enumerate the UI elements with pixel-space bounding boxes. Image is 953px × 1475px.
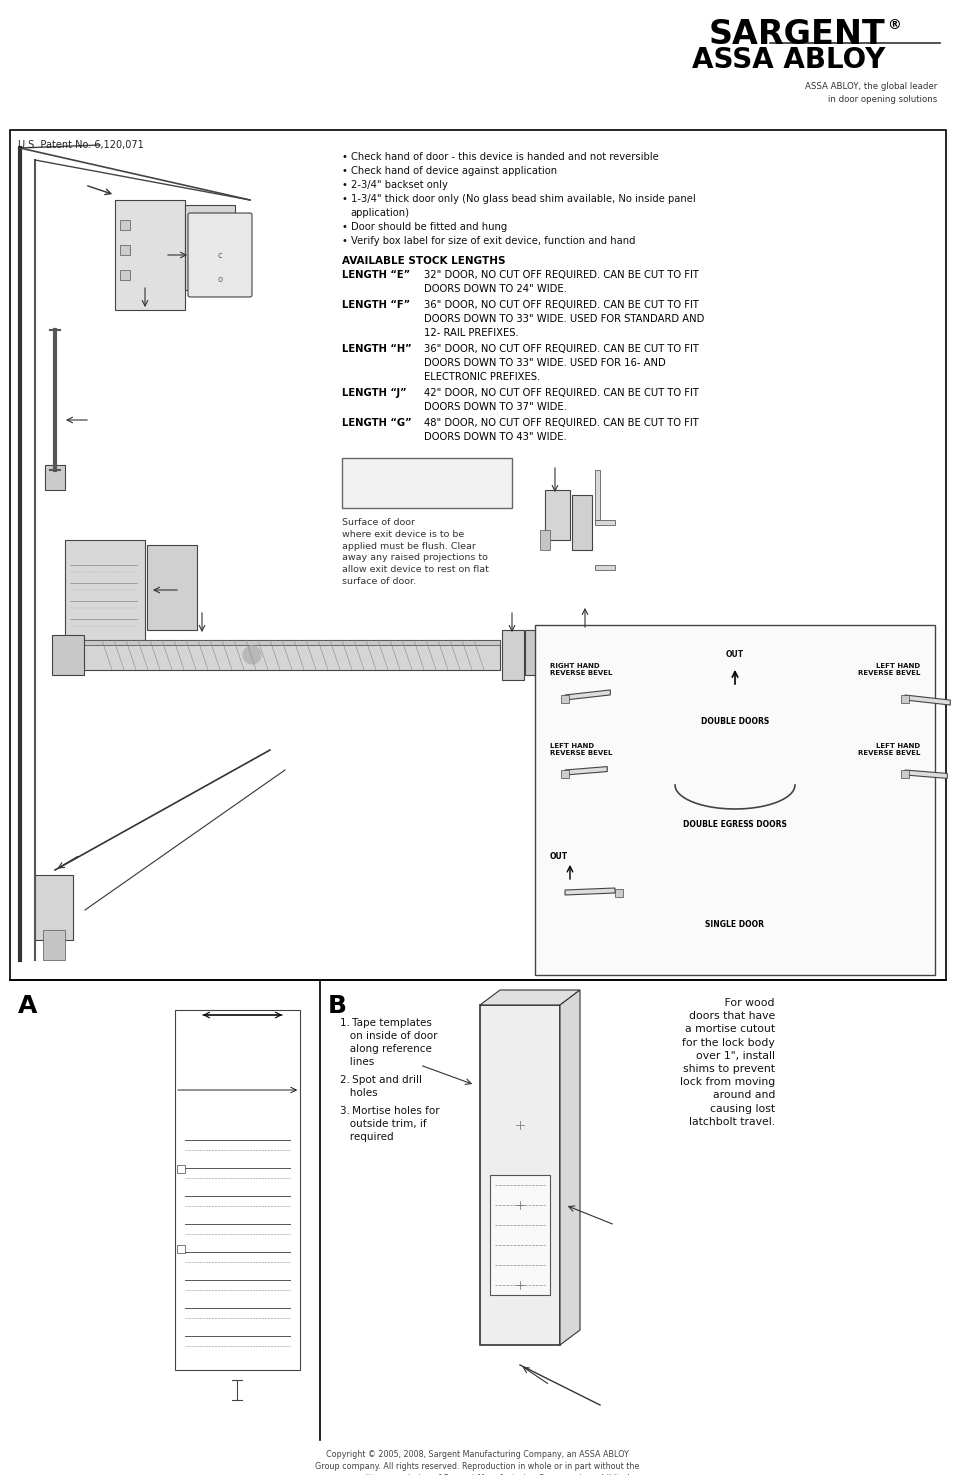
Text: SARGENT: SARGENT xyxy=(708,18,884,52)
Bar xyxy=(177,1165,185,1173)
Bar xyxy=(595,471,599,521)
Text: LEFT HAND
REVERSE BEVEL: LEFT HAND REVERSE BEVEL xyxy=(857,743,919,757)
Bar xyxy=(501,630,523,680)
Text: • 2-3/4" backset only: • 2-3/4" backset only xyxy=(341,180,447,190)
Text: A: A xyxy=(18,994,37,1018)
Text: DOUBLE DOORS: DOUBLE DOORS xyxy=(700,717,768,726)
Bar xyxy=(595,565,615,569)
Bar xyxy=(10,130,945,979)
Text: 36" DOOR, NO CUT OFF REQUIRED. CAN BE CUT TO FIT: 36" DOOR, NO CUT OFF REQUIRED. CAN BE CU… xyxy=(423,299,699,310)
Text: Surface of door
where exit device is to be
applied must be flush. Clear
away any: Surface of door where exit device is to … xyxy=(341,518,488,586)
Text: 3. Mortise holes for: 3. Mortise holes for xyxy=(339,1106,439,1117)
Text: ASSA ABLOY, the global leader
in door opening solutions: ASSA ABLOY, the global leader in door op… xyxy=(804,83,936,103)
Bar xyxy=(560,695,568,704)
Text: ASSA ABLOY: ASSA ABLOY xyxy=(691,46,884,74)
Text: ®: ® xyxy=(886,18,900,32)
Text: lines: lines xyxy=(339,1058,374,1066)
Text: outside trim, if: outside trim, if xyxy=(339,1120,426,1128)
Bar xyxy=(572,496,592,550)
Bar xyxy=(185,205,234,291)
Bar xyxy=(120,245,130,255)
Bar xyxy=(82,640,499,670)
Bar xyxy=(147,544,196,630)
Text: • Check hand of door - this device is handed and not reversible: • Check hand of door - this device is ha… xyxy=(341,152,659,162)
Text: DOUBLE EGRESS DOORS: DOUBLE EGRESS DOORS xyxy=(682,820,786,829)
Bar xyxy=(615,889,622,897)
Text: 36" DOOR, NO CUT OFF REQUIRED. CAN BE CUT TO FIT: 36" DOOR, NO CUT OFF REQUIRED. CAN BE CU… xyxy=(423,344,699,354)
Text: LENGTH “F”: LENGTH “F” xyxy=(341,299,410,310)
Text: 32" DOOR, NO CUT OFF REQUIRED. CAN BE CUT TO FIT: 32" DOOR, NO CUT OFF REQUIRED. CAN BE CU… xyxy=(423,270,699,280)
Polygon shape xyxy=(904,695,949,705)
Text: B: B xyxy=(328,994,347,1018)
Text: o: o xyxy=(217,276,222,285)
Text: • Verify box label for size of exit device, function and hand: • Verify box label for size of exit devi… xyxy=(341,236,635,246)
Bar xyxy=(544,490,569,540)
Polygon shape xyxy=(564,690,610,701)
Bar xyxy=(43,931,65,960)
Polygon shape xyxy=(904,770,946,779)
Text: LEFT HAND
REVERSE BEVEL: LEFT HAND REVERSE BEVEL xyxy=(550,743,612,757)
Text: DOORS DOWN TO 33" WIDE. USED FOR 16- AND: DOORS DOWN TO 33" WIDE. USED FOR 16- AND xyxy=(423,358,665,367)
Text: 2. Spot and drill: 2. Spot and drill xyxy=(339,1075,421,1086)
Bar xyxy=(52,636,84,676)
Text: on inside of door: on inside of door xyxy=(339,1031,437,1041)
Bar xyxy=(65,540,145,659)
Text: SINGLE DOOR: SINGLE DOOR xyxy=(705,920,763,929)
Text: • Check hand of device against application: • Check hand of device against applicati… xyxy=(341,167,557,176)
Bar xyxy=(341,459,512,507)
Text: LENGTH “E”: LENGTH “E” xyxy=(341,270,410,280)
Text: LEFT HAND
REVERSE BEVEL: LEFT HAND REVERSE BEVEL xyxy=(857,662,919,676)
Circle shape xyxy=(243,646,261,664)
Text: required: required xyxy=(339,1131,394,1142)
Polygon shape xyxy=(564,888,615,895)
Text: c: c xyxy=(217,251,222,260)
Text: 1. Tape templates: 1. Tape templates xyxy=(339,1018,432,1028)
Polygon shape xyxy=(564,767,607,774)
Bar xyxy=(900,695,908,704)
Text: AVAILABLE STOCK LENGTHS: AVAILABLE STOCK LENGTHS xyxy=(341,257,505,266)
Bar xyxy=(524,630,540,676)
Text: along reference: along reference xyxy=(339,1044,432,1055)
Text: DOORS DOWN TO 37" WIDE.: DOORS DOWN TO 37" WIDE. xyxy=(423,403,566,412)
Polygon shape xyxy=(559,990,579,1345)
Text: RIGHT HAND
REVERSE BEVEL: RIGHT HAND REVERSE BEVEL xyxy=(550,662,612,676)
Bar xyxy=(535,625,934,975)
Bar xyxy=(900,770,908,777)
Polygon shape xyxy=(479,990,579,1004)
FancyBboxPatch shape xyxy=(188,212,252,296)
Text: 12- RAIL PREFIXES.: 12- RAIL PREFIXES. xyxy=(423,327,518,338)
Text: OUT: OUT xyxy=(550,853,568,861)
Text: OUT: OUT xyxy=(725,650,743,659)
Text: U.S. Patent No. 6,120,071: U.S. Patent No. 6,120,071 xyxy=(18,140,144,150)
Text: • 1-3/4" thick door only (No glass bead shim available, No inside panel: • 1-3/4" thick door only (No glass bead … xyxy=(341,195,695,204)
Bar xyxy=(120,220,130,230)
Bar xyxy=(115,201,185,310)
Bar xyxy=(560,770,568,777)
Text: LENGTH “J”: LENGTH “J” xyxy=(341,388,406,398)
Text: ELECTRONIC PREFIXES.: ELECTRONIC PREFIXES. xyxy=(423,372,539,382)
Bar xyxy=(479,1004,559,1345)
Bar xyxy=(35,875,73,940)
Text: For wood
doors that have
a mortise cutout
for the lock body
over 1", install
shi: For wood doors that have a mortise cutou… xyxy=(679,999,774,1127)
Text: 48" DOOR, NO CUT OFF REQUIRED. CAN BE CUT TO FIT: 48" DOOR, NO CUT OFF REQUIRED. CAN BE CU… xyxy=(423,417,698,428)
Text: DOORS DOWN TO 33" WIDE. USED FOR STANDARD AND: DOORS DOWN TO 33" WIDE. USED FOR STANDAR… xyxy=(423,314,703,324)
Text: LENGTH “H”: LENGTH “H” xyxy=(341,344,411,354)
Text: holes: holes xyxy=(339,1089,377,1097)
Bar xyxy=(120,270,130,280)
Bar xyxy=(174,1010,299,1370)
Text: DOORS DOWN TO 24" WIDE.: DOORS DOWN TO 24" WIDE. xyxy=(423,285,566,294)
Bar xyxy=(539,530,550,550)
Text: Copyright © 2005, 2008, Sargent Manufacturing Company, an ASSA ABLOY
Group compa: Copyright © 2005, 2008, Sargent Manufact… xyxy=(314,1450,639,1475)
Polygon shape xyxy=(82,640,499,645)
Bar xyxy=(595,521,615,525)
Bar xyxy=(177,1245,185,1252)
Text: application): application) xyxy=(350,208,409,218)
Bar xyxy=(45,465,65,490)
Text: DOORS DOWN TO 43" WIDE.: DOORS DOWN TO 43" WIDE. xyxy=(423,432,566,442)
Text: 42" DOOR, NO CUT OFF REQUIRED. CAN BE CUT TO FIT: 42" DOOR, NO CUT OFF REQUIRED. CAN BE CU… xyxy=(423,388,699,398)
Bar xyxy=(490,1176,550,1295)
Text: • Door should be fitted and hung: • Door should be fitted and hung xyxy=(341,223,507,232)
Text: LENGTH “G”: LENGTH “G” xyxy=(341,417,411,428)
